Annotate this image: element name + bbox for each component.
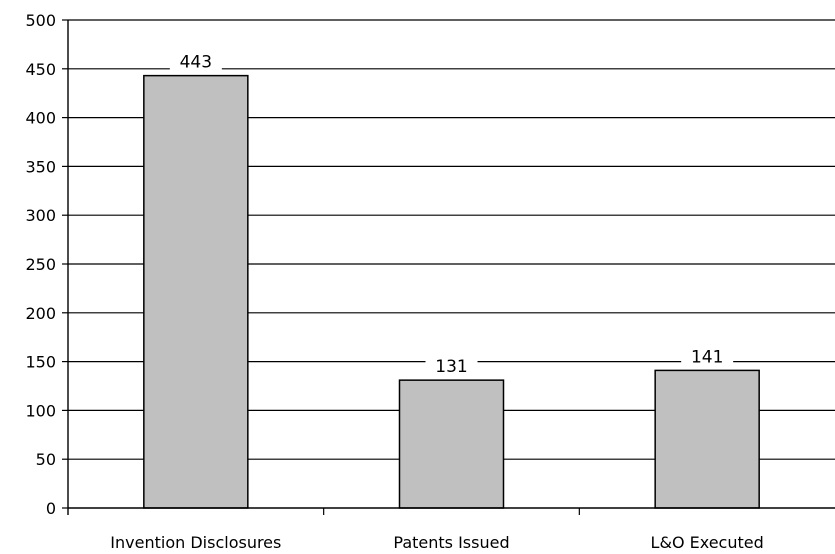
bar — [654, 369, 760, 509]
x-tick-labels: Invention Disclosures Patents Issued L&O E… — [110, 533, 763, 552]
data-label: 131 — [435, 357, 467, 377]
y-tick-label: 300 — [25, 206, 56, 225]
x-tick-label: Patents Issued — [393, 533, 509, 552]
x-tick-label: Invention Disclosures — [110, 533, 281, 552]
y-tick-label: 100 — [25, 401, 56, 420]
y-tick-label: 500 — [25, 11, 56, 30]
axes — [62, 19, 835, 515]
y-tick-label: 0 — [46, 499, 56, 518]
data-labels: 443 131 141 — [169, 51, 734, 377]
y-tick-label: 450 — [25, 60, 56, 79]
data-label-bg — [681, 346, 734, 367]
data-label-bg — [425, 356, 478, 377]
data-label: 141 — [691, 347, 723, 367]
x-tick-label: L&O Executed — [651, 533, 764, 552]
y-tick-label: 400 — [25, 109, 56, 128]
data-label: 443 — [180, 53, 212, 73]
y-tick-label: 150 — [25, 353, 56, 372]
y-tick-label: 200 — [25, 304, 56, 323]
bar — [398, 379, 505, 509]
bar — [143, 74, 249, 509]
y-tick-label: 350 — [25, 157, 56, 176]
data-label-bg — [169, 51, 222, 72]
y-tick-label: 250 — [25, 255, 56, 274]
y-tick-label: 50 — [36, 450, 56, 469]
y-tick-labels: 0 50 100 150 200 250 300 350 400 450 500 — [25, 11, 56, 518]
bars — [143, 74, 760, 509]
